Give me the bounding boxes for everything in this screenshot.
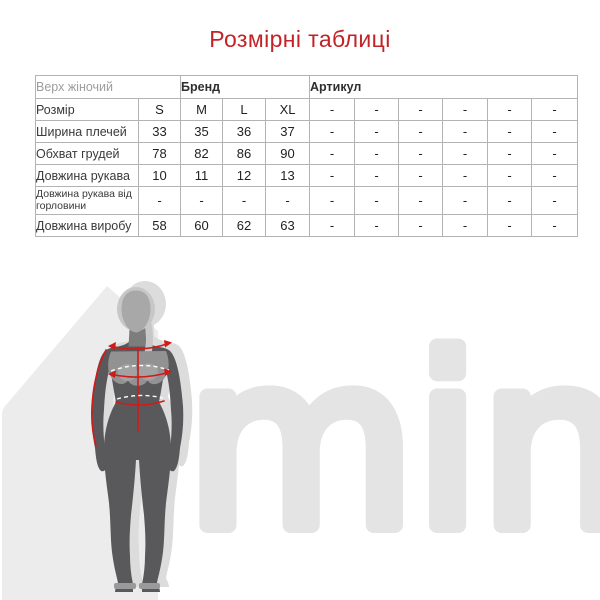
cell-value: - [309, 164, 356, 187]
cell-value: - [487, 98, 533, 121]
table-row-chest: Обхват грудей 78 82 86 90 - - - - - - [35, 142, 579, 165]
cell-value: - [442, 98, 489, 121]
cell-value: - [398, 142, 444, 165]
cell-value: - [180, 186, 223, 215]
cell-value: - [309, 214, 356, 237]
cell-value: 10 [138, 164, 181, 187]
table-header-row: Верх жіночий Бренд Артикул [35, 75, 579, 99]
cell-value: - [487, 186, 533, 215]
header-cell-top-women: Верх жіночий [35, 75, 181, 99]
measurement-lines [91, 340, 172, 447]
watermark-text: min [186, 308, 600, 581]
page-title: Розмірні таблиці [209, 26, 391, 52]
arrowhead [164, 368, 172, 376]
cell-value: - [354, 142, 400, 165]
cell-value: - [398, 120, 444, 143]
arrowhead [108, 370, 116, 378]
size-table: Верх жіночий Бренд Артикул Розмір S M L … [35, 75, 579, 237]
cell-value: 37 [264, 120, 311, 143]
cell-value: - [398, 98, 444, 121]
cell-value: - [398, 186, 444, 215]
table-row-garment-length: Довжина виробу 58 60 62 63 - - - - - - [35, 214, 579, 237]
slipper-shape [139, 583, 160, 589]
cell-value: 62 [222, 214, 266, 237]
body-measurement-illustration: min [2, 281, 600, 600]
cell-value: 86 [222, 142, 266, 165]
cell-value: - [487, 120, 533, 143]
cell-value: 63 [264, 214, 311, 237]
cell-value: - [442, 164, 489, 187]
cell-value: - [354, 186, 400, 215]
cell-value: 12 [222, 164, 266, 187]
cell-value: - [487, 142, 533, 165]
cell-value: 90 [264, 142, 311, 165]
cell-value: - [531, 142, 579, 165]
cell-value: 58 [138, 214, 181, 237]
header-cell-brand: Бренд [179, 75, 311, 99]
cell-value: - [138, 186, 181, 215]
cell-value: - [354, 214, 400, 237]
row-label: Довжина виробу [35, 214, 139, 237]
measurement-line-sleeve [91, 349, 107, 447]
cell-value: 78 [138, 142, 181, 165]
cell-value: - [442, 214, 489, 237]
cell-value: M [180, 98, 223, 121]
cell-value: - [442, 142, 489, 165]
cell-value: - [354, 98, 400, 121]
cell-value: 11 [180, 164, 223, 187]
row-label: Довжина рукава [35, 164, 139, 187]
cell-value: XL [264, 98, 311, 121]
slipper-shape [114, 583, 136, 589]
cell-value: - [487, 164, 533, 187]
row-label: Розмір [35, 98, 139, 121]
cell-value: - [442, 120, 489, 143]
face-shape [121, 290, 151, 333]
cell-value: 36 [222, 120, 266, 143]
table-row-sleeve: Довжина рукава 10 11 12 13 - - - - - - [35, 164, 579, 187]
cell-value: - [309, 120, 356, 143]
cell-value: - [222, 186, 266, 215]
cell-value: - [442, 186, 489, 215]
cell-value: 35 [180, 120, 223, 143]
cell-value: - [531, 186, 579, 215]
arrowhead [164, 340, 172, 348]
row-label: Ширина плечей [35, 120, 139, 143]
cell-value: 60 [180, 214, 223, 237]
cell-value: 13 [264, 164, 311, 187]
cell-value: - [531, 120, 579, 143]
table-row-shoulder-width: Ширина плечей 33 35 36 37 - - - - - - [35, 120, 579, 143]
table-row-size: Розмір S M L XL - - - - - - [35, 98, 579, 121]
row-label: Довжина рукава від горловини [35, 186, 139, 215]
arrowhead [108, 342, 116, 350]
cell-value: - [398, 214, 444, 237]
cell-value: L [222, 98, 266, 121]
cell-value: 82 [180, 142, 223, 165]
cell-value: - [531, 98, 579, 121]
cell-value: S [138, 98, 181, 121]
cell-value: - [354, 164, 400, 187]
cell-value: - [264, 186, 311, 215]
table-row-sleeve-from-neck: Довжина рукава від горловини - - - - - -… [35, 186, 579, 215]
cell-value: - [487, 214, 533, 237]
row-label: Обхват грудей [35, 142, 139, 165]
cell-value: - [398, 164, 444, 187]
cell-value: - [354, 120, 400, 143]
cell-value: - [531, 214, 579, 237]
cell-value: - [531, 164, 579, 187]
measurement-dashed-waist [116, 394, 164, 400]
header-cell-article: Артикул [309, 75, 579, 99]
cell-value: - [309, 98, 356, 121]
cell-value: - [309, 186, 356, 215]
measurement-line-waist [115, 400, 165, 406]
cell-value: - [309, 142, 356, 165]
cell-value: 33 [138, 120, 181, 143]
